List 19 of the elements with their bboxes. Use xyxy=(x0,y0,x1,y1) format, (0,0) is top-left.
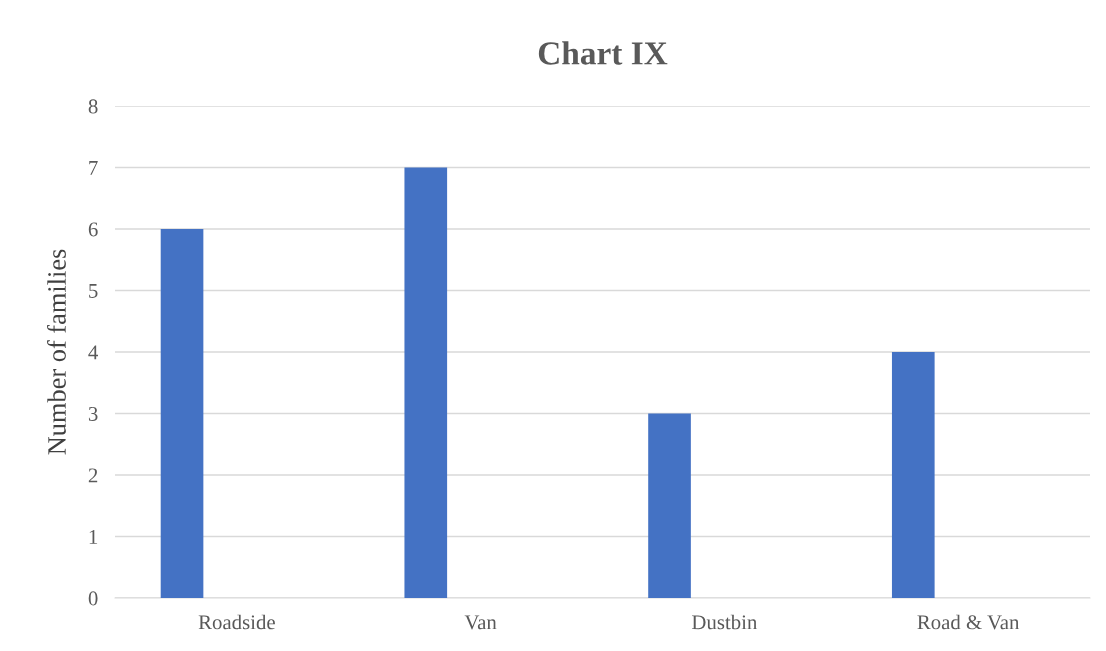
y-tick-label: 0 xyxy=(88,591,98,606)
y-tick-label: 8 xyxy=(88,99,98,114)
bar xyxy=(160,229,204,598)
y-tick-label: 5 xyxy=(89,284,98,298)
bar xyxy=(404,167,448,598)
y-tick-label: 3 xyxy=(88,406,98,421)
bar xyxy=(648,413,691,598)
x-tick-label: Van xyxy=(464,615,497,630)
y-tick-label: 4 xyxy=(88,345,99,360)
y-tick-label: 1 xyxy=(89,529,98,544)
chart-title: Chart IX xyxy=(538,41,668,65)
bar xyxy=(891,352,935,598)
y-axis-title: Number of families xyxy=(47,249,66,455)
y-tick-label: 2 xyxy=(88,468,98,483)
x-tick-label: Road & Van xyxy=(917,614,1020,630)
y-tick-label: 7 xyxy=(89,161,98,175)
x-tick-label: Dustbin xyxy=(691,614,758,630)
x-tick-label: Roadside xyxy=(198,614,275,630)
y-tick-label: 6 xyxy=(88,222,98,237)
